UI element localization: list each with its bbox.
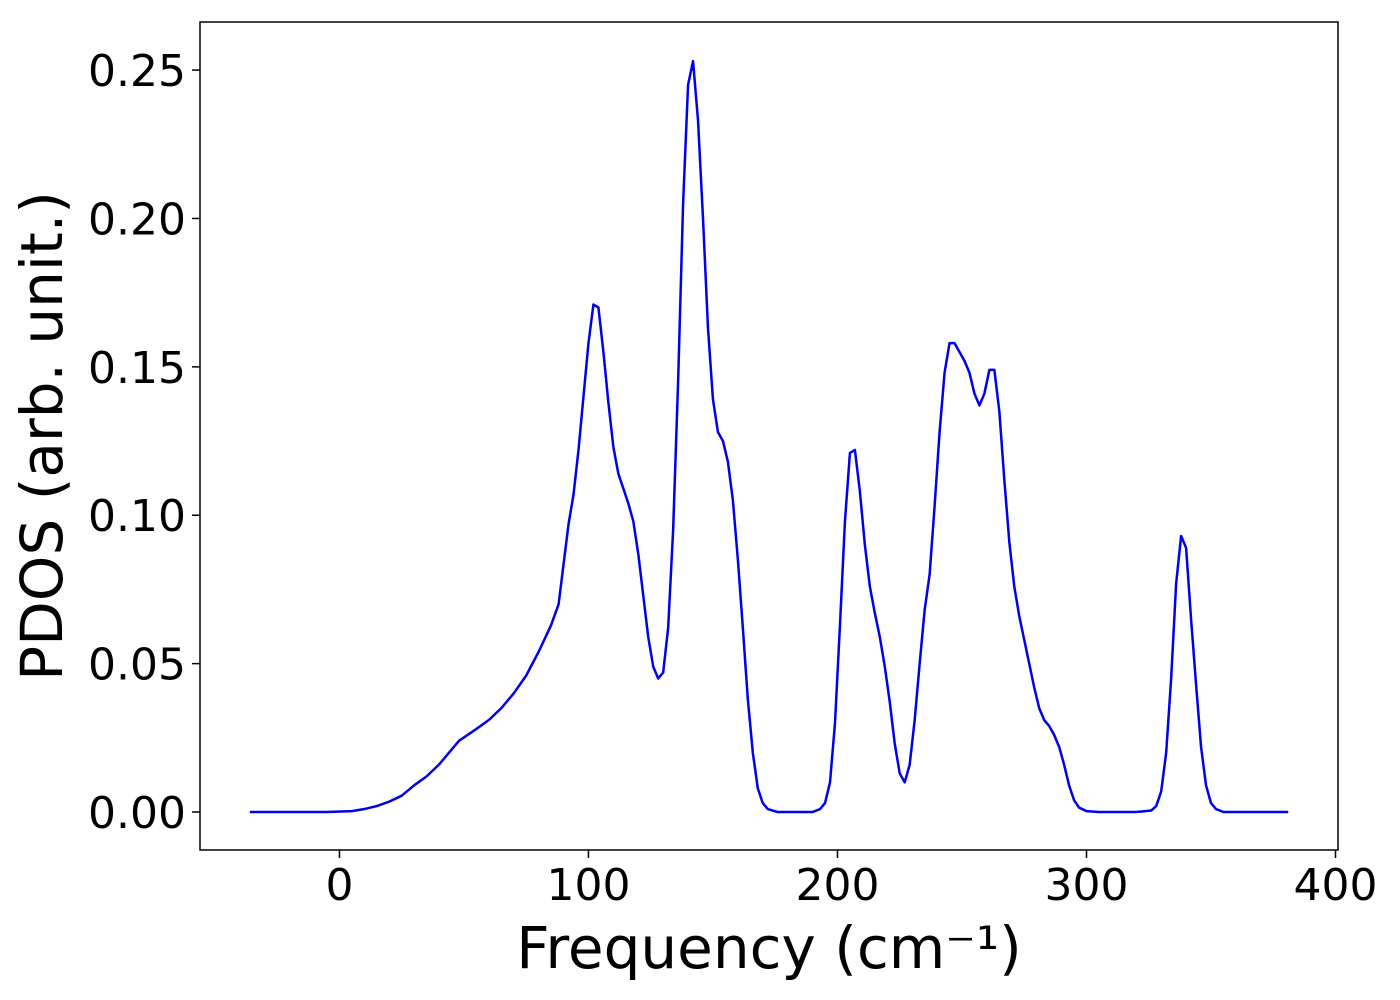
x-tick-label: 300 — [1045, 860, 1129, 911]
x-tick-label: 200 — [795, 860, 879, 911]
y-tick-label: 0.05 — [88, 640, 186, 691]
y-tick-label: 0.25 — [88, 46, 186, 97]
y-tick-label: 0.10 — [88, 491, 186, 542]
x-axis-label: Frequency (cm⁻¹) — [516, 914, 1022, 982]
y-tick-label: 0.20 — [88, 194, 186, 245]
pdos-line — [249, 59, 1289, 814]
y-axis-label: PDOS (arb. unit.) — [8, 191, 76, 681]
y-tick-label: 0.15 — [88, 343, 186, 394]
x-tick-label: 100 — [546, 860, 630, 911]
y-tick-label: 0.00 — [88, 788, 186, 839]
x-tick-label: 400 — [1294, 860, 1378, 911]
plot-frame — [199, 21, 1339, 851]
x-tick-label: 0 — [325, 860, 353, 911]
